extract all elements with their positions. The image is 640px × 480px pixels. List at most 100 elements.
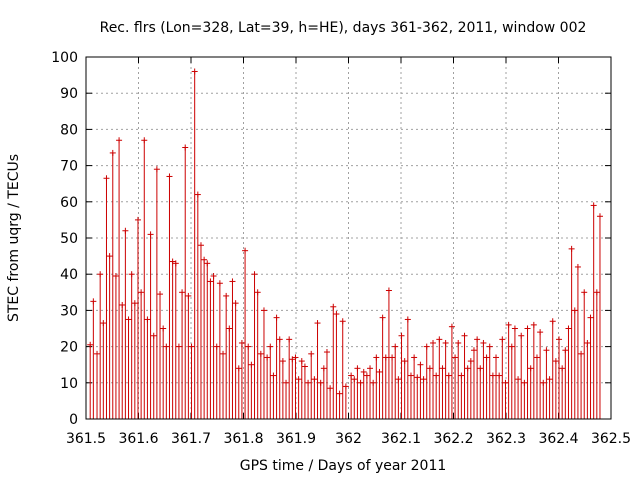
data-point: [264, 354, 271, 419]
data-point: [458, 372, 465, 419]
data-point: [238, 339, 245, 419]
data-point: [339, 318, 346, 419]
data-point: [389, 354, 396, 419]
data-point: [574, 263, 581, 419]
data-point: [502, 379, 509, 419]
x-tick-label: 362.1: [381, 431, 421, 447]
data-point: [157, 291, 164, 419]
data-point: [546, 376, 553, 419]
y-tick-label: 70: [60, 159, 78, 175]
data-point: [417, 361, 424, 419]
data-point: [134, 216, 141, 419]
data-point: [423, 343, 430, 419]
data-point: [276, 336, 283, 419]
data-point: [461, 332, 468, 419]
data-point: [103, 175, 110, 419]
data-point: [496, 372, 503, 419]
data-point: [414, 374, 421, 419]
data-point: [357, 379, 364, 419]
data-point: [470, 347, 477, 419]
data-point: [376, 368, 383, 419]
data-point: [90, 298, 97, 419]
data-point: [138, 289, 145, 419]
data-point: [194, 191, 201, 419]
data-point: [518, 332, 525, 419]
data-point: [163, 343, 170, 419]
data-point: [336, 390, 343, 419]
y-tick-label: 20: [60, 340, 78, 356]
data-point: [401, 358, 408, 419]
data-point: [323, 349, 330, 419]
y-tick-label: 90: [60, 86, 78, 102]
x-tick-label: 362: [335, 431, 362, 447]
data-point: [590, 202, 597, 419]
data-point: [370, 379, 377, 419]
data-point: [351, 376, 358, 419]
data-point: [147, 231, 154, 419]
data-point: [97, 271, 104, 419]
data-point: [179, 289, 186, 419]
chart-title: Rec. flrs (Lon=328, Lat=39, h=HE), days …: [100, 20, 587, 36]
data-point: [292, 354, 299, 419]
data-point: [442, 339, 449, 419]
data-point: [175, 343, 182, 419]
x-tick-label: 361.5: [66, 431, 106, 447]
data-point: [220, 350, 227, 419]
data-point: [385, 287, 392, 419]
data-point: [295, 376, 302, 419]
data-point: [342, 383, 349, 419]
data-point: [169, 258, 176, 419]
data-point: [210, 273, 217, 419]
data-point: [407, 372, 414, 419]
data-point: [251, 271, 258, 419]
plot-grid: [86, 57, 611, 419]
data-point: [119, 301, 126, 419]
data-point: [257, 350, 264, 419]
data-point: [439, 365, 446, 419]
data-point: [235, 365, 242, 419]
data-point: [279, 358, 286, 419]
data-point: [540, 379, 547, 419]
data-point: [216, 280, 223, 419]
data-point: [360, 368, 367, 419]
plot-frame: [85, 56, 612, 420]
data-point: [587, 314, 594, 419]
data-point: [562, 347, 569, 419]
data-point: [537, 329, 544, 419]
data-point: [354, 365, 361, 419]
data-point: [267, 343, 274, 419]
x-tick-label: 361.7: [171, 431, 211, 447]
data-point: [191, 68, 198, 419]
x-tick-label: 361.8: [223, 431, 263, 447]
data-point: [160, 325, 167, 419]
data-point: [182, 144, 189, 419]
data-point: [348, 372, 355, 419]
x-tick-label: 362.4: [538, 431, 578, 447]
data-point: [426, 365, 433, 419]
data-point: [467, 358, 474, 419]
data-point: [505, 321, 512, 419]
y-tick-label: 10: [60, 376, 78, 392]
data-point: [314, 320, 321, 419]
data-point: [213, 343, 220, 419]
data-point: [308, 350, 315, 419]
data-point: [320, 365, 327, 419]
data-point: [153, 166, 160, 419]
data-point: [131, 300, 138, 419]
data-point: [489, 372, 496, 419]
data-point: [260, 307, 267, 419]
data-point: [286, 336, 293, 419]
data-point: [499, 336, 506, 419]
data-point: [571, 307, 578, 419]
data-point: [94, 350, 101, 419]
data-point: [128, 271, 135, 419]
x-tick-label: 361.9: [276, 431, 316, 447]
data-point: [584, 339, 591, 419]
data-point: [420, 376, 427, 419]
data-point: [455, 339, 462, 419]
data-point: [125, 316, 132, 419]
data-point: [232, 300, 239, 419]
data-point: [204, 260, 211, 419]
data-point: [283, 379, 290, 419]
